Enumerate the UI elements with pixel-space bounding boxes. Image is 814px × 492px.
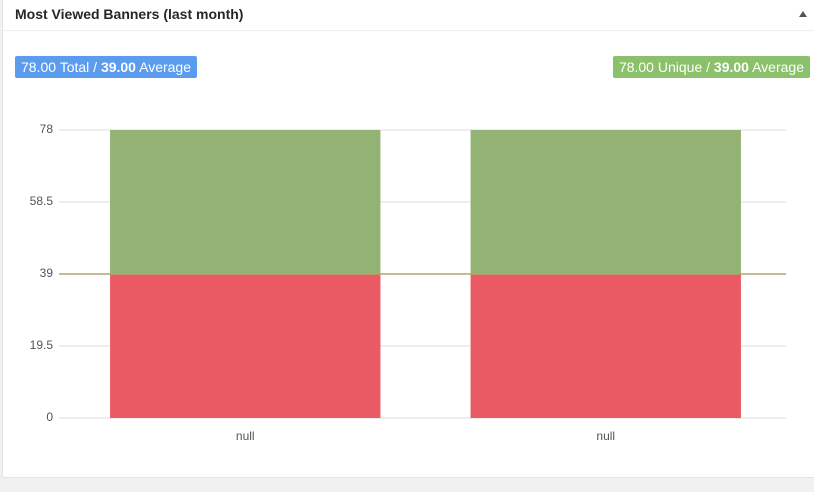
badge-label: Total / — [59, 59, 98, 75]
collapse-toggle[interactable] — [798, 10, 808, 18]
bar-segment — [110, 274, 381, 418]
x-tick-label: null — [596, 429, 615, 443]
y-tick-label: 19.5 — [30, 338, 54, 352]
widget: Most Viewed Banners (last month) 78.00 T… — [2, 0, 814, 478]
badge-value: 78.00 — [21, 59, 57, 75]
badge-average: 39.00 — [713, 59, 749, 75]
badge-average: 39.00 — [100, 59, 136, 75]
chart: 0 19.5 39 58.5 78 null null — [30, 122, 786, 443]
bar-segment — [470, 130, 741, 274]
bar-segment — [110, 130, 381, 274]
widget-title: Most Viewed Banners (last month) — [15, 6, 244, 22]
badge-label: Unique / — [657, 59, 711, 75]
bar-segment — [470, 274, 741, 418]
badge-average-label: Average — [139, 59, 192, 75]
badge-average-label: Average — [752, 59, 804, 75]
x-tick-label: null — [236, 429, 255, 443]
y-tick-label: 78 — [40, 122, 54, 136]
widget-header: Most Viewed Banners (last month) — [3, 0, 814, 31]
unique-badge: 78.00 Unique / 39.00 Average — [612, 56, 810, 78]
total-badge: 78.00 Total / 39.00 Average — [15, 56, 198, 78]
badge-value: 78.00 — [618, 59, 654, 75]
y-tick-label: 39 — [40, 266, 54, 280]
y-tick-label: 0 — [46, 410, 53, 424]
y-tick-label: 58.5 — [30, 194, 54, 208]
